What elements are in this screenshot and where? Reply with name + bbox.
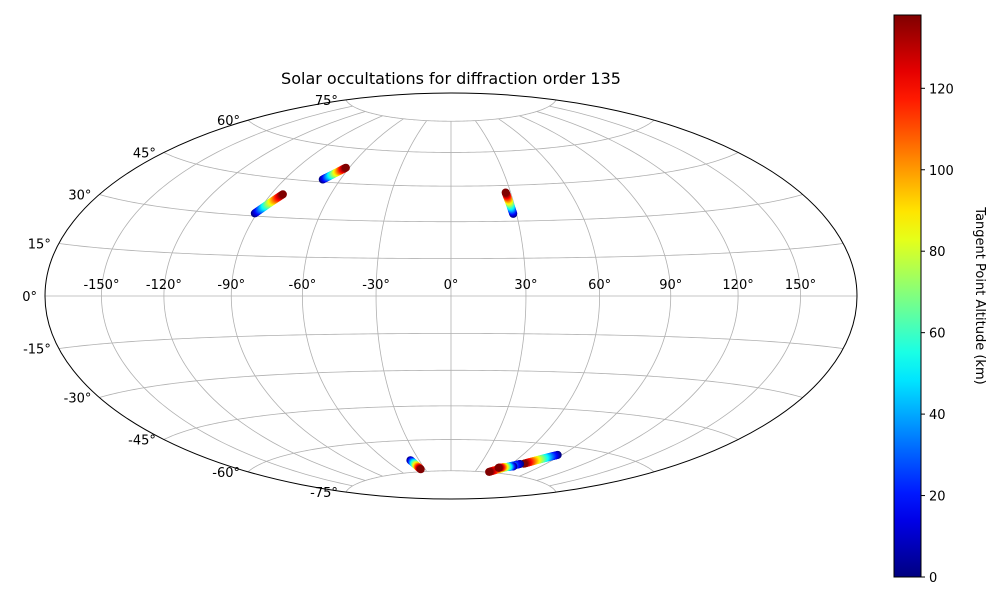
lat-tick-label: 45° (133, 146, 156, 161)
lon-tick-label: -90° (217, 278, 245, 293)
lat-tick-label: -45° (128, 434, 156, 449)
lon-gridline (536, 111, 739, 481)
lon-tick-label: 30° (514, 278, 537, 293)
lon-gridline (163, 111, 366, 481)
lat-tick-label: -30° (64, 392, 92, 407)
lon-gridline (498, 118, 601, 474)
map-outline (44, 92, 858, 500)
lon-gridline (475, 120, 527, 472)
lon-tick-label: 150° (785, 278, 816, 293)
lat-tick-label: -15° (23, 343, 51, 358)
lon-gridline (101, 105, 353, 487)
lon-tick-label: -120° (146, 278, 182, 293)
colorbar-label: Tangent Point Altitude (km) (972, 206, 987, 384)
data-point (278, 190, 287, 199)
grid-layer (44, 92, 858, 500)
data-point (494, 463, 503, 472)
lon-gridline (549, 105, 801, 487)
colorbar-tick-label: 120 (929, 82, 954, 97)
data-point (341, 163, 350, 172)
lon-tick-label: -30° (362, 278, 390, 293)
lon-tick-label: -150° (83, 278, 119, 293)
lon-gridline (375, 120, 427, 472)
lat-tick-label: 15° (28, 237, 51, 252)
lon-gridline (230, 115, 383, 477)
colorbar-bar (893, 14, 922, 578)
lat-tick-label: 60° (217, 114, 240, 129)
colorbar: 0 20 40 60 80 100 120 (893, 14, 954, 586)
lat-tick-label: -60° (212, 466, 240, 481)
lon-gridline (519, 115, 672, 477)
data-point (485, 467, 494, 476)
lat-tick-label: 30° (68, 189, 91, 204)
data-point (416, 465, 425, 474)
data-point (501, 188, 510, 197)
lon-tick-label: 60° (588, 278, 611, 293)
chart-title: Solar occultations for diffraction order… (281, 69, 621, 88)
lon-tick-label: -60° (289, 278, 317, 293)
lat-tick-label: -75° (310, 486, 338, 501)
tick-layer: -150° -120° -90° -60° -30° 0° 30° 60° 90° 120° 150… (22, 94, 816, 501)
lat-tick-label: 75° (315, 94, 338, 109)
colorbar-tick-label: 40 (929, 408, 946, 423)
colorbar-tick-label: 80 (929, 245, 946, 260)
colorbar-tick-label: 0 (929, 571, 937, 586)
colorbar-tick-label: 60 (929, 327, 946, 342)
points-layer (250, 163, 562, 476)
lon-tick-label: 0° (444, 278, 459, 293)
lon-tick-label: 120° (722, 278, 753, 293)
colorbar-tick-label: 20 (929, 490, 946, 505)
colorbar-tick-label: 100 (929, 164, 954, 179)
lat-tick-label: 0° (22, 290, 37, 305)
lon-tick-label: 90° (659, 278, 682, 293)
